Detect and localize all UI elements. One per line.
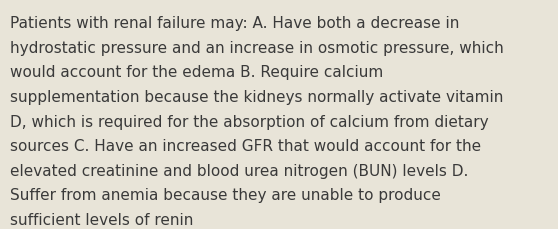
Text: sources C. Have an increased GFR that would account for the: sources C. Have an increased GFR that wo…: [10, 139, 481, 153]
Text: Patients with renal failure may: A. Have both a decrease in: Patients with renal failure may: A. Have…: [10, 16, 459, 31]
Text: D, which is required for the absorption of calcium from dietary: D, which is required for the absorption …: [10, 114, 489, 129]
Text: sufficient levels of renin: sufficient levels of renin: [10, 212, 194, 227]
Text: hydrostatic pressure and an increase in osmotic pressure, which: hydrostatic pressure and an increase in …: [10, 41, 504, 55]
Text: would account for the edema B. Require calcium: would account for the edema B. Require c…: [10, 65, 383, 80]
Text: elevated creatinine and blood urea nitrogen (BUN) levels D.: elevated creatinine and blood urea nitro…: [10, 163, 468, 178]
Text: supplementation because the kidneys normally activate vitamin: supplementation because the kidneys norm…: [10, 90, 503, 104]
Text: Suffer from anemia because they are unable to produce: Suffer from anemia because they are unab…: [10, 188, 441, 202]
